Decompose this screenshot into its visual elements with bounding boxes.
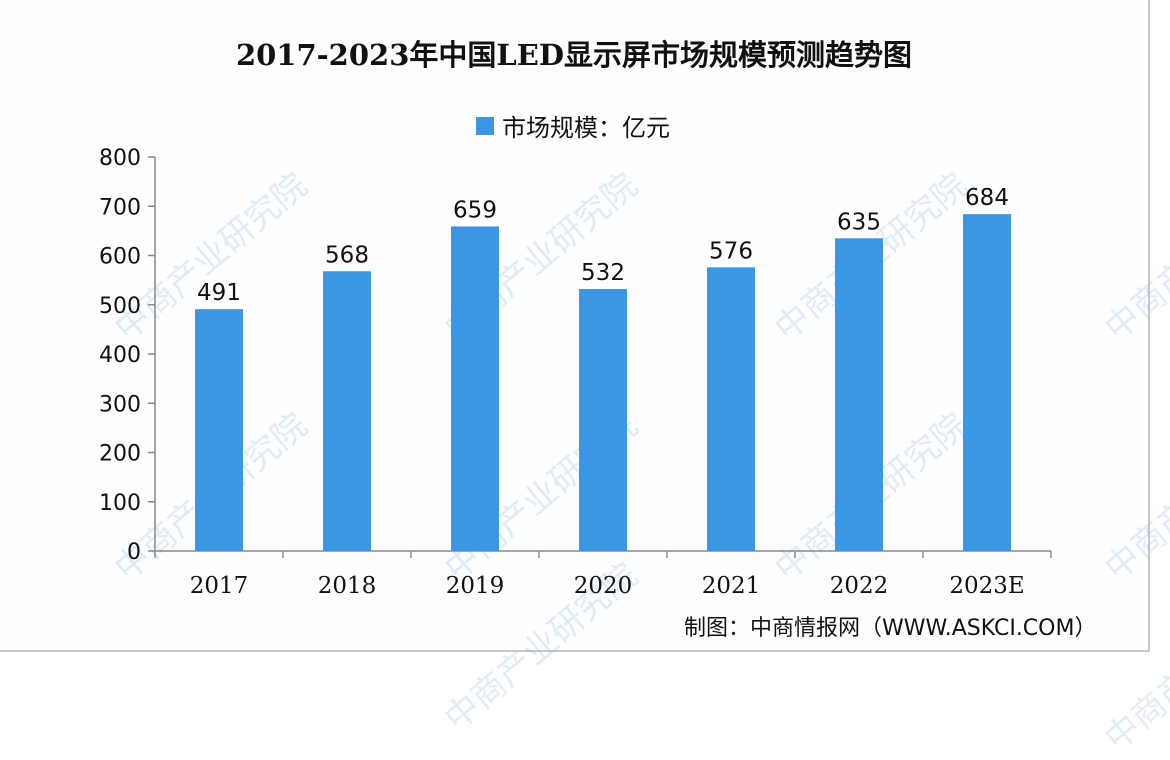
source-credit: 制图：中商情报网（WWW.ASKCI.COM） bbox=[684, 616, 1097, 641]
bar-2021 bbox=[707, 267, 755, 551]
bar-2019 bbox=[451, 226, 499, 551]
data-label: 576 bbox=[709, 238, 753, 264]
legend-label: 市场规模：亿元 bbox=[502, 114, 670, 142]
y-tick-label: 0 bbox=[127, 540, 141, 565]
chart-frame bbox=[0, 0, 1150, 652]
legend-swatch bbox=[476, 116, 494, 135]
x-tick-label: 2019 bbox=[446, 573, 505, 599]
x-tick-label: 2017 bbox=[190, 573, 249, 599]
y-tick-label: 600 bbox=[99, 245, 141, 270]
bar-2017 bbox=[195, 309, 243, 551]
bar-chart: 0 100 200 300 400 500 600 700 800 491 2017 568 2018 6… bbox=[99, 146, 1052, 599]
y-tick-label: 500 bbox=[99, 294, 141, 319]
legend: 市场规模：亿元 bbox=[476, 108, 670, 143]
x-tick-label: 2023E bbox=[949, 573, 1024, 599]
data-label: 532 bbox=[581, 260, 625, 286]
data-label: 684 bbox=[965, 185, 1009, 211]
x-tick-label: 2022 bbox=[830, 573, 889, 599]
bar-2018 bbox=[323, 271, 371, 551]
x-tick-label: 2018 bbox=[318, 573, 377, 599]
y-tick-label: 800 bbox=[99, 146, 141, 171]
bar-2023E bbox=[963, 214, 1011, 551]
y-tick-label: 100 bbox=[99, 491, 141, 516]
y-tick-label: 200 bbox=[99, 442, 141, 467]
x-tick-label: 2021 bbox=[702, 573, 761, 599]
y-tick-label: 400 bbox=[99, 343, 141, 368]
bar-2020 bbox=[579, 288, 627, 551]
chart-title: 2017-2023年中国LED显示屏市场规模预测趋势图 bbox=[235, 38, 913, 72]
y-tick-label: 300 bbox=[99, 392, 141, 417]
y-tick-label: 700 bbox=[99, 195, 141, 220]
data-label: 568 bbox=[325, 242, 369, 268]
data-label: 659 bbox=[453, 197, 497, 223]
x-tick-label: 2020 bbox=[574, 573, 633, 599]
data-label: 635 bbox=[837, 209, 881, 235]
bar-2022 bbox=[835, 238, 883, 551]
data-label: 491 bbox=[197, 280, 241, 306]
